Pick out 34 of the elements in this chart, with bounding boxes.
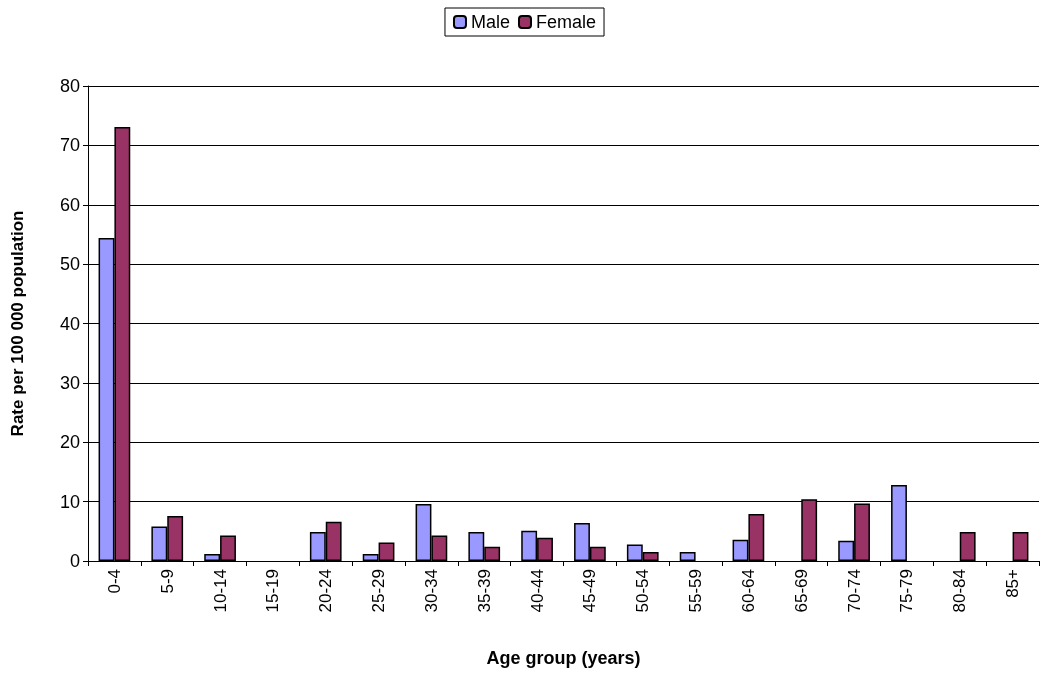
y-tick-label: 30 [59, 372, 80, 393]
y-tick-label: 20 [59, 432, 80, 453]
y-tick-label: 80 [59, 76, 80, 96]
x-tick-label: 5-9 [157, 569, 177, 594]
x-tick-label: 0-4 [104, 569, 124, 594]
legend-label: Male [470, 12, 510, 32]
x-tick-label: 30-34 [421, 569, 441, 613]
x-axis-title: Age group (years) [486, 648, 641, 668]
x-tick-label: 55-59 [686, 569, 706, 613]
bar [1012, 531, 1029, 561]
y-axis-title: Rate per 100 000 population [8, 210, 27, 437]
x-tick-label: 80-84 [950, 569, 970, 613]
bar [679, 552, 696, 561]
y-tick-label: 40 [59, 313, 80, 334]
x-tick-label: 25-29 [369, 569, 389, 613]
bar [959, 531, 976, 561]
x-tick-label: 65-69 [791, 569, 811, 613]
x-tick-label: 50-54 [633, 569, 653, 613]
legend-label: Female [536, 12, 597, 32]
x-tick-label: 10-14 [210, 569, 230, 613]
y-tick-label: 50 [59, 254, 80, 275]
y-tick-label: 0 [69, 551, 80, 571]
x-tick-label: 45-49 [580, 569, 600, 613]
y-tick-label: 60 [59, 194, 80, 215]
x-tick-label: 75-79 [897, 569, 917, 613]
x-tick-label: 35-39 [474, 569, 494, 613]
y-tick-label: 70 [59, 135, 80, 156]
x-tick-label: 70-74 [844, 569, 864, 613]
x-tick-label: 20-24 [316, 569, 336, 613]
x-tick-label: 15-19 [263, 569, 283, 613]
x-tick-label: 85+ [1003, 568, 1023, 598]
x-tick-label: 60-64 [738, 569, 758, 613]
x-tick-label: 40-44 [527, 569, 547, 613]
y-tick-label: 10 [59, 491, 80, 512]
